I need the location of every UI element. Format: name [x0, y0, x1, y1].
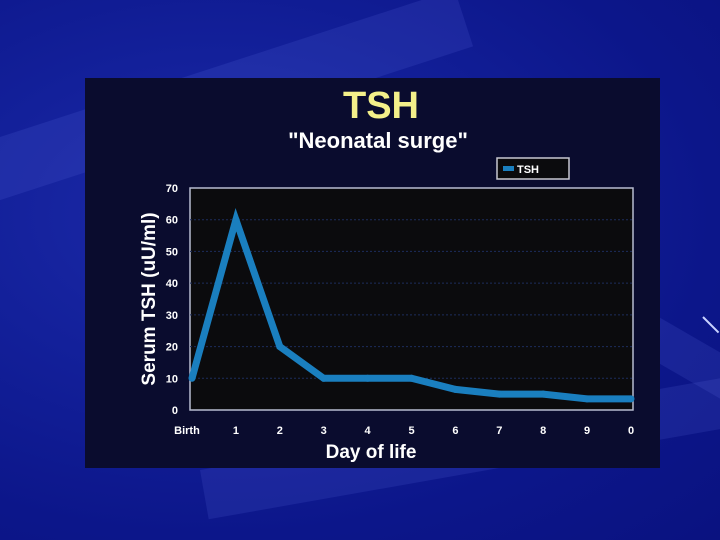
data-point: [539, 390, 547, 398]
x-tick-label: 9: [584, 425, 590, 437]
x-tick-label: 0: [628, 425, 634, 437]
chart-title: TSH: [343, 85, 419, 127]
x-axis-ticks: Birth 1 2 3 4 5 6 7 8 9 0: [174, 425, 634, 437]
y-tick-label: 40: [166, 278, 178, 290]
data-point: [232, 216, 240, 224]
legend-label: TSH: [517, 164, 539, 176]
x-tick-label: Birth: [174, 425, 200, 437]
x-tick-label: 6: [452, 425, 458, 437]
data-point: [276, 343, 284, 351]
x-tick-label: 7: [496, 425, 502, 437]
data-point: [188, 374, 196, 382]
y-tick-label: 50: [166, 246, 178, 258]
legend-box: [496, 157, 570, 180]
chart-subtitle: "Neonatal surge": [288, 128, 468, 153]
data-point: [364, 374, 372, 382]
y-tick-label: 10: [166, 373, 178, 385]
tsh-line-chart: TSH "Neonatal surge" TSH 010203040506070…: [139, 85, 635, 463]
y-tick-label: 0: [172, 405, 178, 417]
legend: TSH: [496, 157, 570, 180]
slide-corner-mark: [702, 316, 720, 334]
x-axis-title: Day of life: [326, 442, 417, 463]
y-axis-title: Serum TSH (uU/ml): [139, 212, 160, 385]
x-tick-label: 1: [233, 425, 239, 437]
series-layer: [188, 207, 635, 403]
y-axis-ticks: 0 10 20 30 40 50 60 70: [166, 183, 178, 417]
data-point: [495, 390, 503, 398]
x-tick-label: 3: [321, 425, 327, 437]
y-tick-label: 70: [166, 183, 178, 195]
data-point: [451, 385, 459, 393]
gridlines: [190, 219, 633, 379]
x-tick-label: 2: [277, 425, 283, 437]
data-point: [583, 395, 591, 403]
x-tick-label: 4: [365, 425, 372, 437]
y-tick-label: 20: [166, 342, 178, 354]
x-tick-label: 5: [408, 425, 414, 437]
x-tick-label: 8: [540, 425, 546, 437]
data-point: [627, 395, 635, 403]
chart-panel: TSH "Neonatal surge" TSH 0 10 20 30 40 50 60 70…: [85, 78, 660, 468]
legend-swatch: [503, 166, 514, 171]
data-point: [408, 374, 415, 382]
data-point: [320, 374, 328, 382]
y-tick-label: 30: [166, 310, 178, 322]
y-tick-label: 60: [166, 215, 178, 227]
